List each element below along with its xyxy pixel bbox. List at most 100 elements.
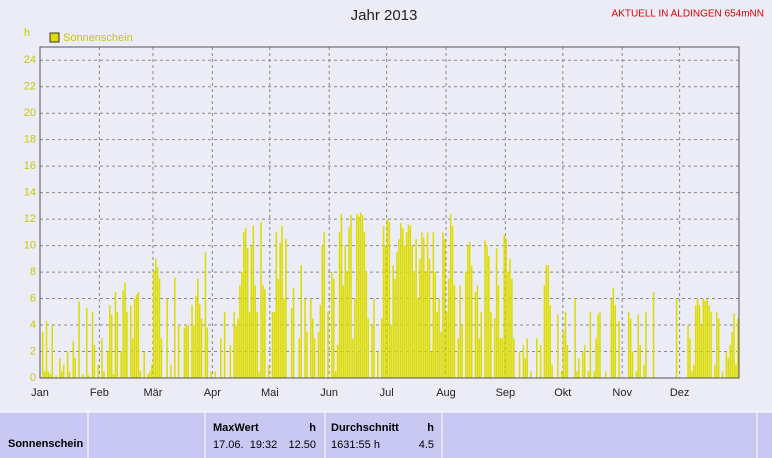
bar bbox=[518, 351, 521, 378]
bar bbox=[72, 340, 75, 378]
y-tick-label: 20 bbox=[24, 107, 36, 119]
bar bbox=[334, 371, 337, 378]
bar bbox=[93, 344, 96, 378]
bar bbox=[438, 298, 440, 378]
bar bbox=[547, 265, 550, 378]
bar bbox=[539, 344, 542, 378]
bar bbox=[566, 344, 569, 378]
bar bbox=[55, 375, 57, 378]
bar bbox=[47, 371, 50, 378]
bar bbox=[442, 232, 444, 378]
bar bbox=[185, 325, 188, 378]
bar bbox=[434, 272, 437, 378]
bar bbox=[112, 374, 115, 378]
bar bbox=[689, 338, 691, 378]
bar bbox=[453, 285, 456, 378]
bar bbox=[610, 298, 613, 378]
bar bbox=[524, 358, 527, 378]
bar bbox=[317, 331, 320, 378]
avg-value: 4.5 bbox=[419, 439, 434, 451]
y-tick-label: 22 bbox=[24, 81, 36, 93]
y-tick-label: 4 bbox=[30, 319, 36, 331]
col-unit: h bbox=[309, 422, 316, 434]
bar bbox=[694, 305, 697, 378]
bar bbox=[143, 351, 145, 378]
bar bbox=[101, 338, 103, 378]
bar bbox=[497, 285, 500, 378]
bar bbox=[45, 321, 48, 378]
bar bbox=[587, 371, 590, 378]
bar bbox=[61, 371, 63, 378]
bar bbox=[737, 318, 739, 378]
x-tick-label: Okt bbox=[554, 387, 571, 399]
bar bbox=[428, 258, 431, 378]
bar bbox=[714, 364, 716, 378]
x-tick-label: Jul bbox=[380, 387, 394, 399]
bar bbox=[635, 371, 638, 378]
bar bbox=[401, 228, 404, 378]
bar bbox=[352, 338, 354, 378]
x-tick-label: Mär bbox=[144, 387, 163, 399]
y-axis-label: h bbox=[24, 27, 30, 39]
bar bbox=[214, 371, 216, 378]
bar bbox=[87, 375, 90, 378]
bar bbox=[114, 291, 117, 378]
bar bbox=[698, 305, 701, 378]
bar bbox=[116, 311, 119, 378]
bar bbox=[407, 224, 410, 378]
bar bbox=[262, 285, 264, 378]
bar bbox=[423, 237, 425, 378]
bar bbox=[239, 285, 241, 378]
bar bbox=[578, 358, 580, 378]
bar bbox=[298, 338, 301, 378]
bar bbox=[415, 238, 417, 378]
bar bbox=[631, 351, 634, 378]
bar bbox=[281, 225, 283, 378]
bar bbox=[396, 252, 398, 378]
bar bbox=[135, 294, 138, 378]
bar bbox=[350, 215, 352, 378]
bar bbox=[386, 219, 389, 378]
bar bbox=[183, 327, 186, 378]
legend-label: Sonnenschein bbox=[63, 32, 133, 44]
bar bbox=[545, 265, 548, 378]
bar bbox=[187, 325, 189, 378]
bar bbox=[604, 371, 607, 378]
bar bbox=[110, 314, 113, 378]
bar bbox=[130, 305, 132, 378]
col-header: MaxWert bbox=[213, 422, 259, 434]
bar bbox=[430, 351, 433, 378]
bar bbox=[107, 351, 109, 378]
bar bbox=[478, 338, 481, 378]
bar bbox=[476, 285, 479, 378]
bar bbox=[432, 232, 435, 378]
bar bbox=[708, 305, 710, 378]
bar bbox=[103, 371, 105, 378]
bar bbox=[365, 272, 368, 378]
bar bbox=[304, 298, 306, 378]
bar bbox=[480, 311, 482, 378]
x-tick-label: Jan bbox=[31, 387, 49, 399]
bar bbox=[344, 245, 347, 378]
bar bbox=[154, 258, 157, 378]
bar bbox=[501, 338, 504, 378]
x-tick-label: Feb bbox=[90, 387, 109, 399]
y-tick-label: 8 bbox=[30, 266, 36, 278]
bar bbox=[444, 238, 446, 378]
bar bbox=[319, 305, 322, 378]
bar bbox=[108, 305, 111, 378]
bar bbox=[367, 318, 370, 378]
bar bbox=[461, 325, 463, 378]
bar bbox=[277, 278, 280, 378]
bar bbox=[486, 245, 488, 378]
bar bbox=[260, 221, 262, 378]
y-tick-label: 18 bbox=[24, 134, 36, 146]
bar bbox=[327, 311, 329, 378]
bar bbox=[198, 303, 201, 378]
bar bbox=[333, 278, 335, 378]
bar bbox=[74, 358, 77, 378]
bar bbox=[499, 338, 502, 378]
bar bbox=[323, 232, 325, 378]
bar bbox=[495, 248, 498, 378]
bar bbox=[618, 321, 620, 378]
